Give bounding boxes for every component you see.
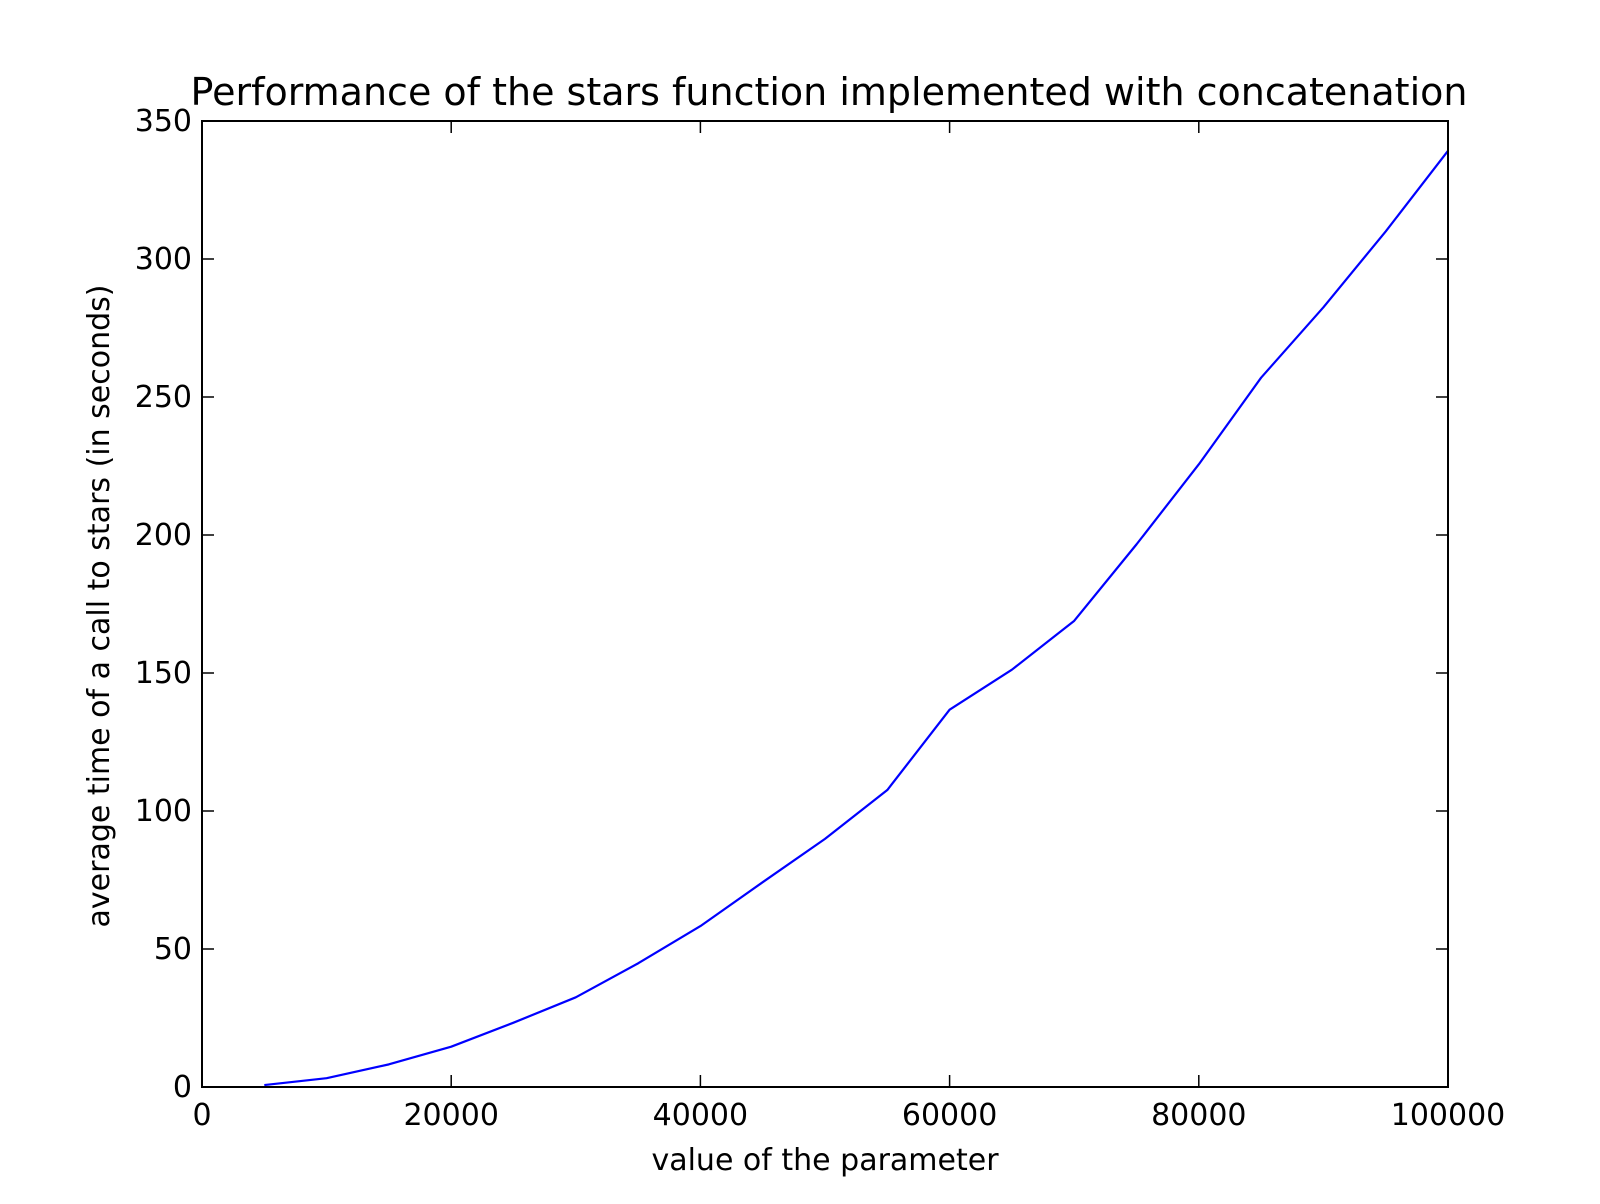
y-tick-label: 300 [135, 242, 192, 277]
x-tick-label: 80000 [1151, 1098, 1246, 1133]
x-tick-label: 20000 [403, 1098, 498, 1133]
plot-area-frame [201, 120, 1449, 1088]
x-tick-label: 60000 [902, 1098, 997, 1133]
y-tick-label: 200 [135, 518, 192, 553]
y-tick-label: 150 [135, 656, 192, 691]
y-tick-label: 250 [135, 380, 192, 415]
x-axis-label: value of the parameter [651, 1143, 999, 1178]
series-line [264, 150, 1449, 1087]
y-tick-label: 50 [154, 932, 192, 967]
chart-title: Performance of the stars function implem… [191, 70, 1468, 114]
y-tick-label: 100 [135, 794, 192, 829]
y-tick-label: 0 [173, 1070, 192, 1105]
x-tick-label: 100000 [1391, 1098, 1506, 1133]
y-tick-label: 350 [135, 104, 192, 139]
y-axis-label: average time of a call to stars (in seco… [82, 285, 117, 928]
x-tick-label: 0 [192, 1098, 211, 1133]
ticks-layer: 0 20000 40000 60000 80000 100000 0 50 100 150 200 2… [135, 104, 1506, 1133]
x-tick-label: 40000 [653, 1098, 748, 1133]
series-layer [264, 150, 1449, 1087]
